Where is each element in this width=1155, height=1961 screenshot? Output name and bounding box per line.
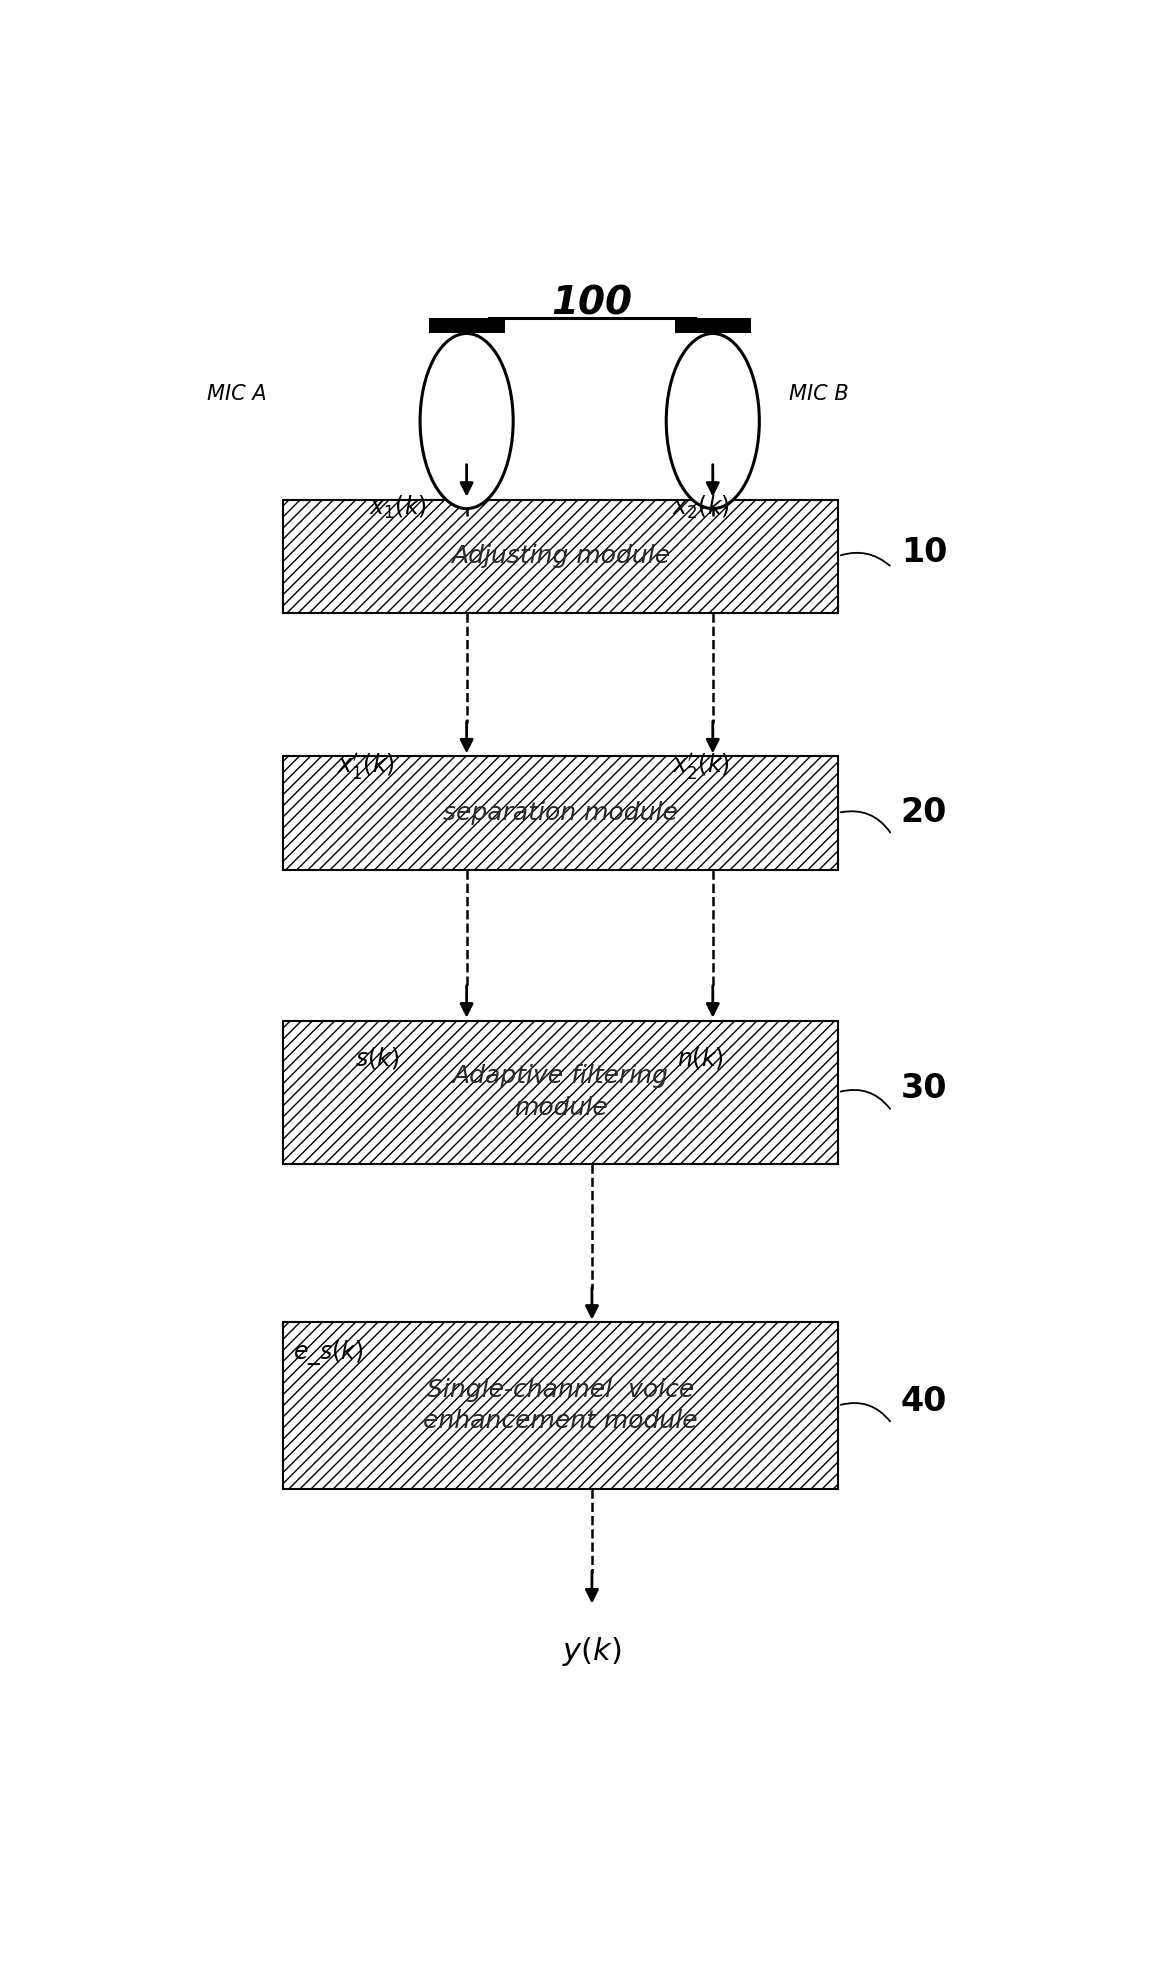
Text: $x_2(k)$: $x_2(k)$ xyxy=(672,494,730,522)
Text: Single-channel  voice
enhancement module: Single-channel voice enhancement module xyxy=(423,1379,698,1433)
Text: $n(k)$: $n(k)$ xyxy=(677,1045,724,1071)
Text: $x_1(k)$: $x_1(k)$ xyxy=(368,494,426,522)
Text: 20: 20 xyxy=(901,796,947,830)
Text: $y(k)$: $y(k)$ xyxy=(562,1635,621,1669)
Text: separation module: separation module xyxy=(444,800,678,826)
Text: MIC B: MIC B xyxy=(789,384,849,404)
Text: $e\_s(k)$: $e\_s(k)$ xyxy=(293,1337,364,1367)
Text: 10: 10 xyxy=(901,535,947,569)
Bar xyxy=(429,318,505,333)
FancyBboxPatch shape xyxy=(283,1020,839,1165)
Text: 30: 30 xyxy=(901,1073,947,1104)
Text: $x_1'(k)$: $x_1'(k)$ xyxy=(337,751,395,782)
Ellipse shape xyxy=(666,333,759,508)
Text: Adjusting module: Adjusting module xyxy=(452,545,670,569)
Text: $x_2'(k)$: $x_2'(k)$ xyxy=(672,751,730,782)
FancyBboxPatch shape xyxy=(283,500,839,612)
Text: 100: 100 xyxy=(551,284,633,322)
Text: Adaptive filtering
module: Adaptive filtering module xyxy=(453,1065,669,1120)
Ellipse shape xyxy=(420,333,513,508)
FancyBboxPatch shape xyxy=(283,1322,839,1488)
Bar xyxy=(675,318,751,333)
Text: 40: 40 xyxy=(901,1384,947,1418)
Text: $s(k)$: $s(k)$ xyxy=(356,1045,400,1071)
Text: MIC A: MIC A xyxy=(207,384,267,404)
FancyBboxPatch shape xyxy=(283,757,839,869)
